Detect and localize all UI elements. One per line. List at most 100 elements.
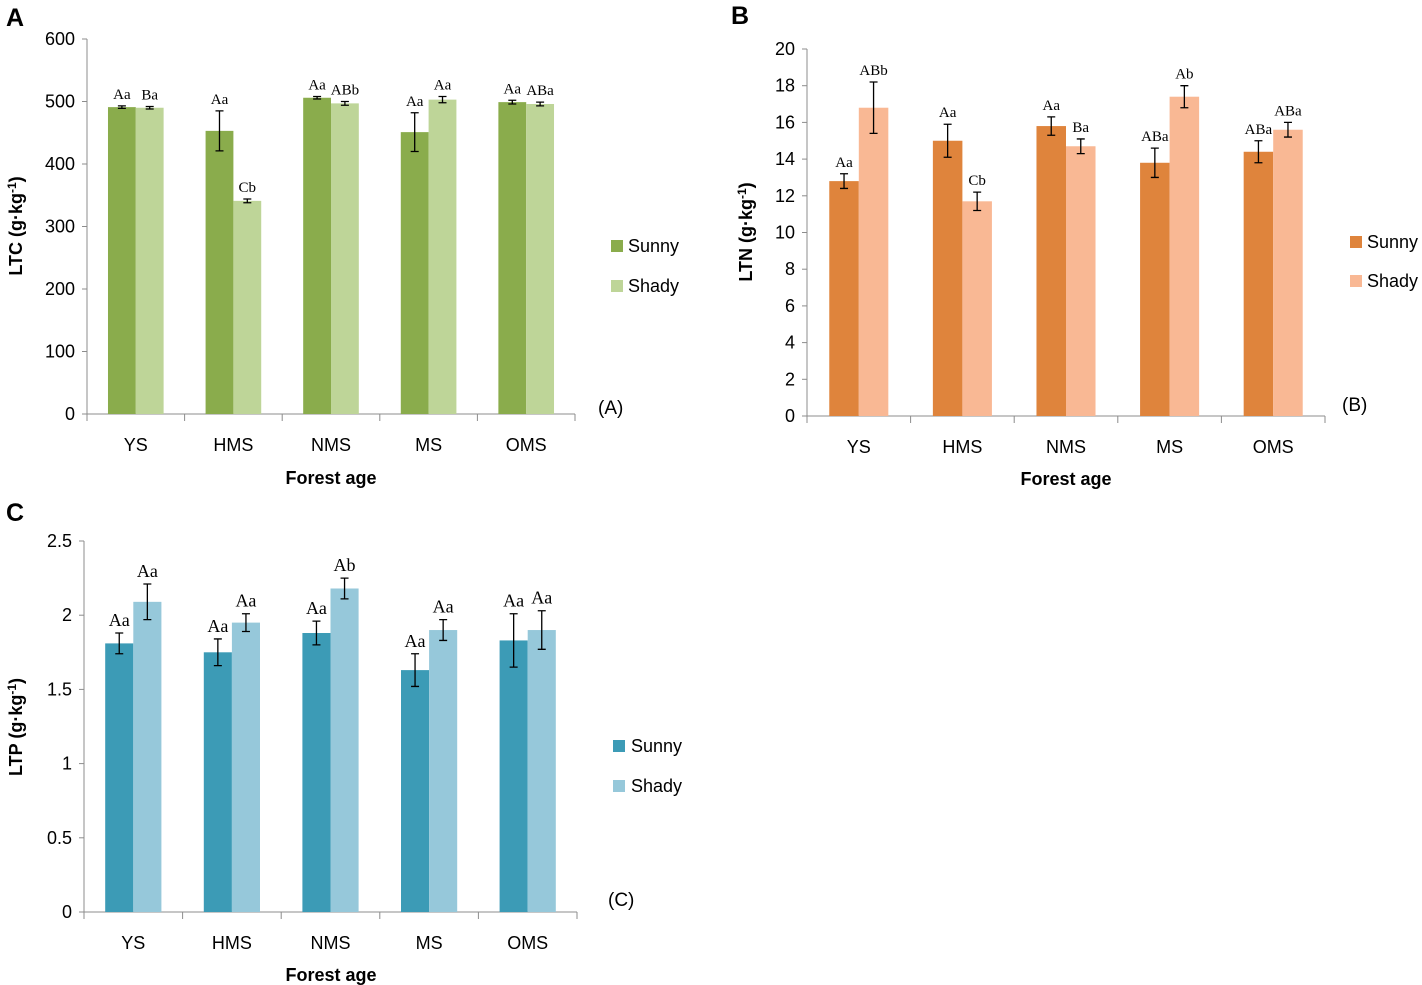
significance-label: Aa bbox=[308, 78, 326, 94]
error-bar bbox=[1076, 138, 1085, 155]
significance-label: Aa bbox=[503, 591, 524, 611]
panel-a: A LTC (g·kg-1) Forest age (A) Sunny Shad… bbox=[5, 4, 679, 488]
significance-label: Aa bbox=[835, 155, 853, 171]
error-bar bbox=[145, 105, 154, 110]
y-tick-label: 4 bbox=[785, 333, 795, 353]
x-tick-label: MS bbox=[415, 435, 442, 455]
bar-shady-nms bbox=[331, 103, 359, 414]
significance-label: Aa bbox=[109, 610, 130, 630]
significance-label: Ab bbox=[1175, 67, 1193, 83]
x-axis-title-a: Forest age bbox=[285, 468, 376, 488]
legend-swatch-sunny-a bbox=[611, 240, 623, 252]
error-bar bbox=[509, 613, 518, 668]
significance-label: ABb bbox=[331, 83, 359, 99]
error-bar bbox=[241, 613, 250, 633]
significance-label: Aa bbox=[531, 588, 552, 608]
y-tick-label: 10 bbox=[775, 223, 795, 243]
error-bar bbox=[869, 81, 878, 135]
bar-sunny-hms bbox=[932, 140, 963, 416]
legend-label-shady-b: Shady bbox=[1367, 271, 1418, 291]
significance-label: Aa bbox=[113, 87, 131, 103]
significance-label: Cb bbox=[239, 180, 257, 196]
x-tick-label: OMS bbox=[507, 933, 548, 953]
corner-label-a: (A) bbox=[598, 398, 623, 419]
significance-label: ABa bbox=[526, 83, 554, 99]
significance-label: Aa bbox=[137, 561, 158, 581]
error-bar bbox=[313, 95, 322, 100]
bar-sunny-ms bbox=[400, 670, 430, 912]
legend-label-shady-a: Shady bbox=[628, 276, 679, 296]
bar-sunny-nms bbox=[1036, 126, 1066, 416]
significance-label: Ab bbox=[334, 555, 356, 575]
legend-swatch-shady-c bbox=[613, 780, 625, 792]
legend-a: Sunny Shady bbox=[611, 236, 679, 296]
significance-label: Aa bbox=[405, 631, 426, 651]
error-bar bbox=[536, 101, 545, 107]
error-bar bbox=[243, 198, 252, 204]
error-bar bbox=[1150, 147, 1159, 179]
x-tick-label: HMS bbox=[212, 933, 252, 953]
panel-c: C LTP (g·kg-1) Forest age (C) Sunny Shad… bbox=[5, 499, 682, 985]
significance-label: Aa bbox=[504, 81, 522, 97]
bar-sunny-ms bbox=[400, 132, 429, 414]
significance-label: Aa bbox=[235, 591, 256, 611]
legend-label-sunny-c: Sunny bbox=[631, 736, 682, 756]
y-tick-label: 8 bbox=[785, 259, 795, 279]
bar-sunny-hms bbox=[205, 130, 234, 414]
y-tick-label: 20 bbox=[775, 39, 795, 59]
y-tick-label: 200 bbox=[45, 279, 75, 299]
legend-label-sunny-a: Sunny bbox=[628, 236, 679, 256]
error-bar bbox=[215, 110, 224, 152]
y-tick-label: 2 bbox=[62, 605, 72, 625]
panel-letter-a: A bbox=[6, 4, 24, 32]
x-tick-label: OMS bbox=[506, 435, 547, 455]
y-tick-label: 400 bbox=[45, 154, 75, 174]
panel-letter-c: C bbox=[6, 499, 24, 527]
y-tick-label: 500 bbox=[45, 92, 75, 112]
bar-shady-nms bbox=[330, 588, 359, 912]
bar-shady-oms bbox=[526, 104, 555, 414]
bar-sunny-ys bbox=[829, 181, 859, 416]
significance-label: Aa bbox=[939, 105, 957, 121]
bar-sunny-oms bbox=[498, 102, 527, 414]
error-bar bbox=[508, 99, 517, 105]
bar-shady-oms bbox=[527, 630, 556, 912]
significance-label: ABb bbox=[859, 63, 887, 79]
x-tick-label: MS bbox=[416, 933, 443, 953]
significance-label: Ba bbox=[141, 88, 158, 104]
y-tick-label: 1.5 bbox=[47, 679, 72, 699]
bar-sunny-oms bbox=[1243, 151, 1274, 416]
y-tick-label: 6 bbox=[785, 296, 795, 316]
bar-sunny-ms bbox=[1140, 162, 1170, 416]
bar-sunny-nms bbox=[303, 97, 331, 414]
x-tick-label: HMS bbox=[942, 437, 982, 457]
y-tick-label: 1 bbox=[62, 754, 72, 774]
x-tick-label: NMS bbox=[311, 933, 351, 953]
legend-b: Sunny Shady bbox=[1350, 232, 1418, 291]
bar-shady-ys bbox=[135, 107, 164, 414]
error-bar bbox=[143, 583, 152, 621]
legend-swatch-sunny-b bbox=[1350, 236, 1362, 248]
y-axis-title-b: LTN (g·kg-1) bbox=[735, 182, 756, 281]
significance-label: ABa bbox=[1274, 103, 1302, 119]
error-bar bbox=[1254, 140, 1263, 164]
corner-label-c: (C) bbox=[608, 890, 634, 911]
y-tick-label: 2 bbox=[785, 369, 795, 389]
bar-shady-nms bbox=[1066, 146, 1096, 416]
error-bar bbox=[438, 95, 447, 104]
error-bar bbox=[973, 191, 982, 212]
significance-label: Aa bbox=[434, 78, 452, 94]
error-bar bbox=[410, 112, 419, 153]
bar-shady-ms bbox=[429, 630, 458, 912]
y-tick-label: 18 bbox=[775, 76, 795, 96]
bar-sunny-hms bbox=[203, 652, 232, 912]
bar-sunny-oms bbox=[499, 640, 528, 912]
error-bar bbox=[439, 619, 448, 642]
panel-letter-b: B bbox=[731, 2, 749, 30]
x-tick-label: NMS bbox=[1046, 437, 1086, 457]
x-tick-label: YS bbox=[847, 437, 871, 457]
y-tick-label: 600 bbox=[45, 29, 75, 49]
x-tick-label: YS bbox=[121, 933, 145, 953]
significance-label: Aa bbox=[406, 94, 424, 110]
